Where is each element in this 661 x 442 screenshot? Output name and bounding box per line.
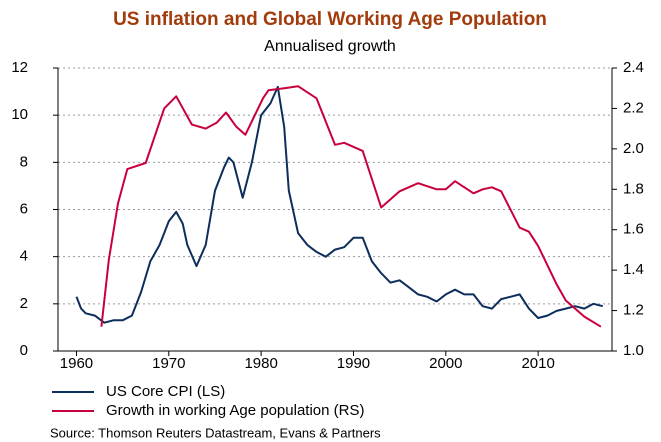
chart-title: US inflation and Global Working Age Popu… <box>113 9 547 30</box>
y2-tick-label: 1.8 <box>623 180 644 197</box>
y-tick-label: 12 <box>11 59 28 76</box>
y2-tick-label: 2.2 <box>623 99 644 116</box>
x-tick-label: 1960 <box>60 355 93 372</box>
y2-tick-label: 2.4 <box>623 59 644 76</box>
x-tick-label: 2010 <box>521 355 554 372</box>
series-line <box>100 85 602 328</box>
y-tick-label: 4 <box>20 248 28 265</box>
chart-subtitle: Annualised growth <box>264 38 396 55</box>
y2-tick-label: 1.0 <box>623 342 644 359</box>
y-tick-label: 0 <box>20 342 28 359</box>
y-tick-label: 6 <box>20 200 28 217</box>
y2-tick-label: 2.0 <box>623 140 644 157</box>
source-note: Source: Thomson Reuters Datastream, Evan… <box>50 425 381 440</box>
y2-tick-label: 1.4 <box>623 261 644 278</box>
y2-tick-label: 1.6 <box>623 221 644 238</box>
y-tick-label: 10 <box>11 106 28 123</box>
x-tick-label: 1990 <box>337 355 370 372</box>
legend-label: US Core CPI (LS) <box>106 383 225 400</box>
legend-label: Growth in working Age population (RS) <box>106 402 364 419</box>
x-tick-label: 1970 <box>152 355 185 372</box>
y-tick-label: 2 <box>20 295 28 312</box>
y2-tick-label: 1.2 <box>623 302 644 319</box>
series-line <box>75 85 604 324</box>
x-tick-label: 1980 <box>244 355 277 372</box>
x-tick-label: 2000 <box>429 355 462 372</box>
y-tick-label: 8 <box>20 153 28 170</box>
